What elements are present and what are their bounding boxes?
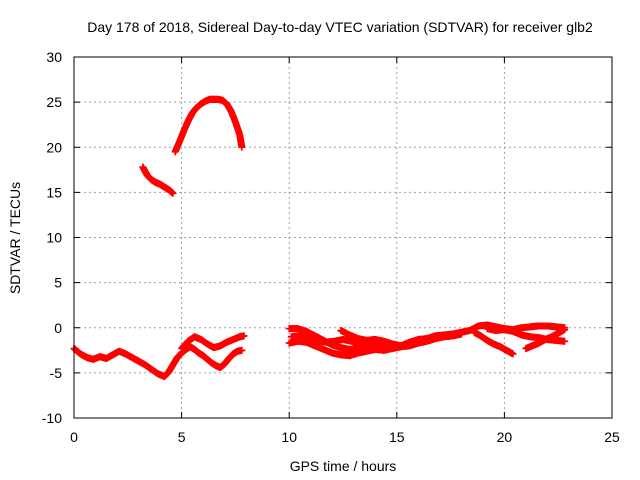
x-tick-label: 5 — [178, 429, 186, 445]
y-tick-label: 10 — [46, 230, 62, 246]
x-tick-label: 25 — [604, 429, 620, 445]
y-tick-label: -5 — [50, 365, 63, 381]
series-track-early-low — [70, 343, 246, 380]
y-tick-label: -10 — [42, 410, 62, 426]
x-axis-label: GPS time / hours — [290, 458, 397, 474]
series-track-mid-lower — [139, 163, 177, 197]
x-tick-label: 20 — [497, 429, 513, 445]
series-track-late-e — [470, 328, 517, 358]
data-point — [240, 332, 248, 340]
series-track-late-c — [287, 332, 373, 349]
series-track-late-d — [337, 326, 405, 350]
grid-lines — [74, 57, 612, 418]
data-point — [397, 342, 405, 350]
x-tick-label: 0 — [70, 429, 78, 445]
data-points — [70, 95, 569, 380]
x-tick-label: 15 — [389, 429, 405, 445]
data-point — [169, 189, 177, 197]
axis-ticks: 0 5 10 15 20 25 -10 -5 0 5 10 15 20 25 30 — [42, 49, 620, 445]
data-point — [561, 337, 569, 345]
series-track-mid-upper — [171, 95, 246, 156]
data-point — [457, 330, 465, 338]
data-point — [509, 350, 517, 358]
x-tick-label: 10 — [281, 429, 297, 445]
chart-title: Day 178 of 2018, Sidereal Day-to-day VTE… — [87, 19, 593, 35]
y-tick-label: 5 — [54, 275, 62, 291]
y-tick-label: 20 — [46, 139, 62, 155]
series-track-early-upper — [178, 332, 248, 353]
data-point — [238, 346, 246, 354]
y-tick-label: 0 — [54, 320, 62, 336]
y-tick-label: 30 — [46, 49, 62, 65]
y-tick-label: 25 — [46, 94, 62, 110]
data-point — [238, 143, 246, 151]
y-tick-label: 15 — [46, 184, 62, 200]
data-point — [561, 326, 569, 334]
series-track-late-g — [522, 326, 569, 353]
y-axis-label: SDTVAR / TECUs — [7, 182, 23, 294]
